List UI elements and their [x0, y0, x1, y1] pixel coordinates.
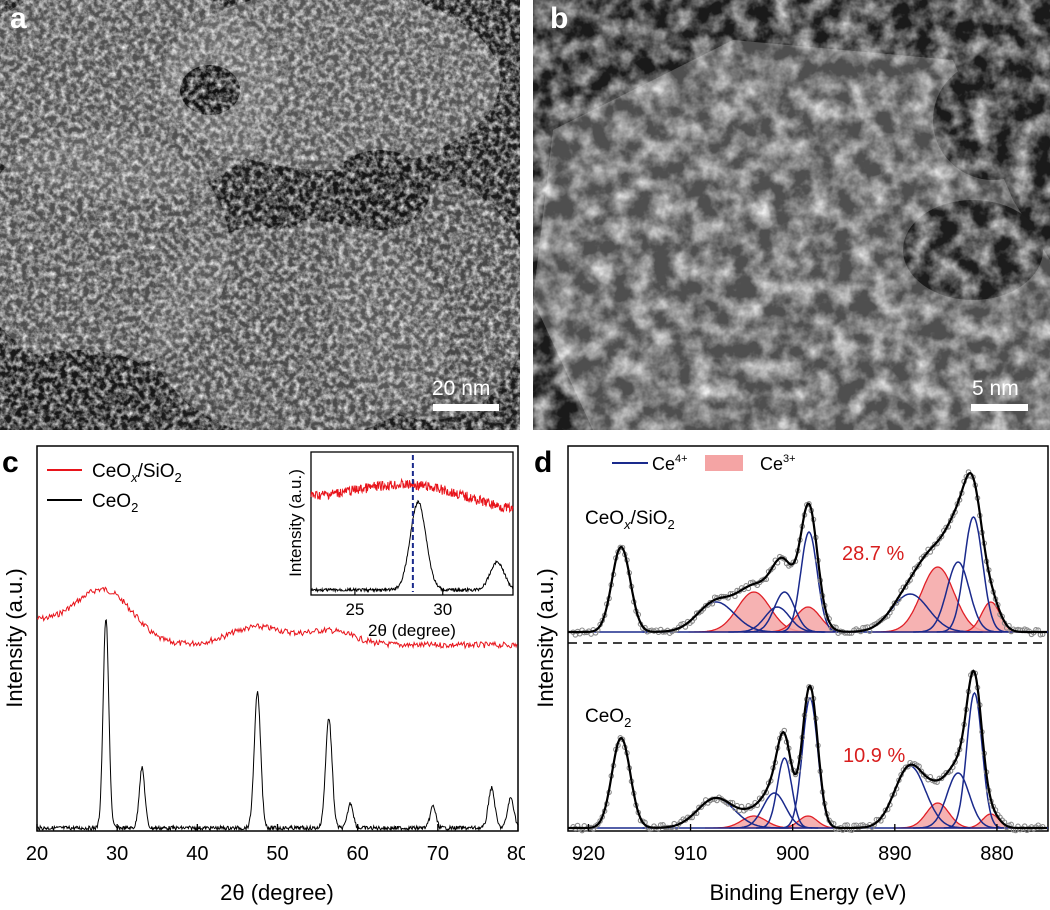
inset-x-tick-label: 25 — [345, 600, 364, 619]
panel-label-a: a — [10, 2, 27, 35]
ceo2-envelope — [568, 669, 1047, 830]
xps-x-tick-label: 920 — [572, 843, 605, 865]
percent-ceo2: 10.9 % — [843, 745, 905, 767]
scale-label-a: 20 nm — [432, 377, 491, 400]
ceox-sio2-ce4-component — [776, 531, 841, 633]
percent-ceox-sio2: 28.7 % — [842, 543, 904, 565]
sample-label-ceox-sio2: CeOx/SiO2 — [585, 508, 675, 532]
xps-x-tick-label: 900 — [776, 843, 809, 865]
legend-label-ceo2: CeO2 — [92, 491, 138, 515]
ceo2-ce4-component — [913, 772, 1002, 829]
panel-label-d: d — [534, 446, 553, 479]
xrd-x-axis-label: 2θ (degree) — [220, 880, 334, 905]
xps-x-tick-label: 880 — [980, 843, 1013, 865]
ceox-sio2-ce4-component — [936, 516, 1010, 633]
ceo2-ce4-component — [779, 696, 840, 829]
tem-image-b — [533, 0, 1050, 430]
inset-x-axis-label: 2θ (degree) — [368, 621, 456, 640]
ceox-sio2-ce4-component — [743, 591, 825, 633]
xps-plot-frame — [567, 445, 1049, 832]
panel-label-c: c — [2, 446, 19, 479]
xps-y-axis-label: Intensity (a.u.) — [533, 568, 558, 707]
sample-label-ceo2: CeO2 — [585, 706, 631, 730]
ceo2-ce4-component — [584, 737, 657, 829]
inset-x-tick-label: 30 — [433, 600, 452, 619]
legend-swatch-ce3 — [705, 455, 743, 471]
xrd-y-axis-label: Intensity (a.u.) — [2, 568, 27, 707]
legend-label-ce3: Ce3+ — [760, 453, 796, 474]
scale-bar-b — [971, 404, 1028, 411]
xrd-x-tick-label: 60 — [347, 843, 369, 865]
xrd-x-tick-label: 80 — [507, 843, 525, 865]
xrd-x-tick-label: 20 — [26, 843, 48, 865]
tem-image-a — [0, 0, 520, 430]
ceo2-data-point — [932, 778, 938, 785]
ceox-sio2-envelope — [568, 471, 1047, 634]
xps-x-axis-label: Binding Energy (eV) — [710, 880, 907, 905]
xrd-x-tick-label: 40 — [186, 843, 208, 865]
xps-x-tick-label: 910 — [674, 843, 707, 865]
xrd-x-tick-label: 30 — [106, 843, 128, 865]
xrd-chart: 20 30 40 50 60 70 80 CeOx/SiO2 CeO2 2θ (degree… — [2, 445, 525, 905]
scale-bar-a — [433, 404, 499, 411]
ceo2-ce4-component — [943, 691, 1005, 829]
ceo2-data-point — [687, 814, 693, 821]
ceox-sio2-ce4-component — [584, 546, 657, 633]
legend-label-ce4: Ce4+ — [652, 453, 688, 474]
xps-chart: 920 910 900 890 880 Ce4+ Ce3+ CeOx/SiO2 CeO2… — [533, 445, 1049, 905]
xrd-x-tick-label: 50 — [266, 843, 288, 865]
ceo2-data-point — [691, 810, 698, 817]
inset-series-ceox-sio2 — [310, 477, 514, 514]
legend-label-ceox-sio2: CeOx/SiO2 — [92, 461, 182, 485]
scale-label-b: 5 nm — [972, 377, 1019, 400]
tem-texture-a — [0, 0, 520, 430]
series-ceo2 — [36, 618, 519, 832]
ceox-sio2-ce4-component — [913, 561, 1002, 633]
ceox-sio2-data-point — [923, 551, 929, 558]
ceo2-ce4-component — [755, 757, 813, 829]
inset-series-ceo2 — [310, 499, 514, 594]
series-ceox-sio2 — [36, 586, 518, 650]
ceox-sio2-data-point — [932, 541, 938, 547]
ceox-sio2-data-point — [781, 556, 788, 562]
inset-y-axis-label: Intensity (a.u.) — [286, 469, 305, 577]
tem-texture-b — [533, 0, 1050, 430]
xps-x-tick-label: 890 — [878, 843, 911, 865]
panel-label-b: b — [550, 2, 569, 35]
xrd-x-tick-label: 70 — [427, 843, 449, 865]
